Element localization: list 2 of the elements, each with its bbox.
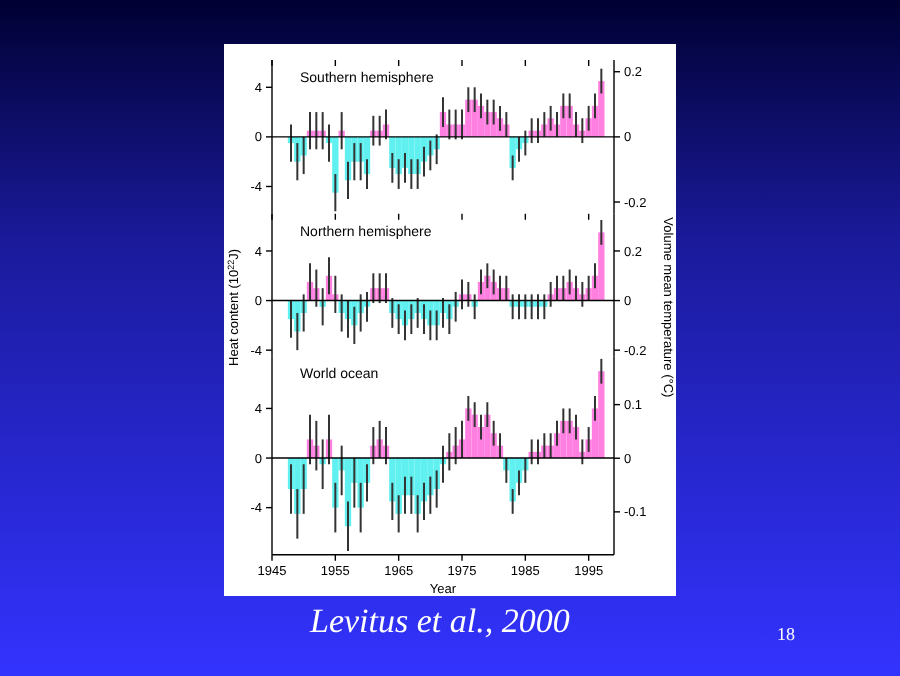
text: 18: [777, 624, 796, 644]
text: Levitus et al., 2000: [308, 602, 571, 640]
